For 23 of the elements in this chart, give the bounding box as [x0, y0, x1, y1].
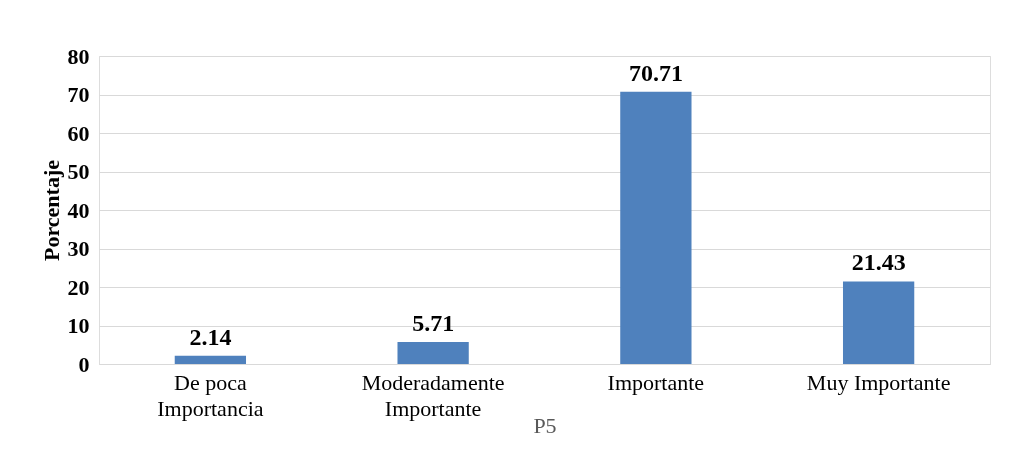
x-tick-label: Moderadamente Importante: [361, 369, 505, 421]
y-tick-label: 40: [67, 197, 90, 223]
y-tick-label: 20: [67, 274, 90, 300]
y-tick-label: 0: [78, 351, 90, 377]
y-tick-label: 50: [67, 159, 90, 184]
y-tick-label: 80: [67, 43, 90, 69]
y-tick-label: 60: [67, 120, 90, 146]
data-label: 5.71: [412, 310, 455, 337]
bar: [620, 91, 692, 364]
y-tick-label: 30: [67, 236, 90, 261]
bar: [842, 281, 915, 364]
x-tick-label: Importante: [607, 369, 705, 395]
y-tick-label: 70: [67, 82, 90, 107]
x-axis-title: P5: [533, 412, 557, 438]
data-label: 70.71: [628, 59, 683, 86]
data-label: 2.14: [189, 323, 232, 350]
bar: [397, 342, 469, 364]
x-tick-label: De poca Importancia: [157, 369, 264, 421]
y-tick-label: 10: [67, 313, 90, 338]
data-label: 21.43: [851, 249, 906, 276]
y-axis-title: Porcentaje: [38, 159, 64, 261]
x-tick-label: Muy Importante: [806, 369, 951, 395]
bar: [174, 355, 247, 364]
